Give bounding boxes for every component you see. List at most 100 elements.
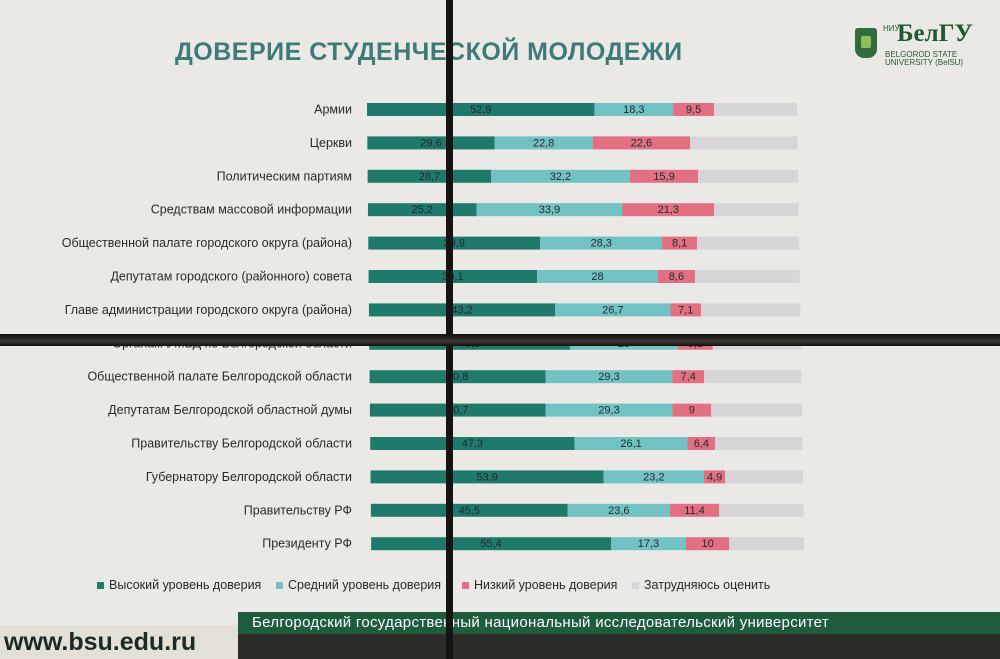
data-label: 28 (591, 271, 603, 283)
bar-segment (611, 537, 686, 551)
data-label: 17,3 (638, 538, 659, 550)
data-label: 53,9 (476, 471, 497, 483)
category-label: Губернатору Белгородской области (146, 470, 352, 484)
bar-segment (592, 136, 690, 150)
data-label: 8,6 (669, 271, 684, 283)
bar-segment (719, 503, 804, 517)
data-label: 22,8 (533, 137, 554, 149)
bar-segment (370, 437, 575, 450)
category-label: Политическим партиям (217, 169, 352, 183)
logo-name: БелГУ (897, 20, 973, 47)
bar-segment (370, 503, 568, 517)
data-label: 28,7 (419, 171, 440, 183)
bar-segment (670, 303, 702, 317)
data-label: 28,3 (590, 238, 611, 250)
bar-segment (574, 437, 688, 450)
video-wall-seam-vertical (446, 0, 453, 659)
data-label: 7,4 (681, 371, 696, 383)
data-label: 55,4 (480, 538, 501, 550)
bar-segment (594, 103, 674, 116)
legend-swatch (97, 582, 104, 589)
bar-segment (622, 203, 715, 217)
legend-swatch (632, 582, 639, 589)
footer-url: www.bsu.edu.ru (0, 625, 238, 659)
bar-segment (685, 537, 730, 551)
category-label: Средствам массовой информации (151, 203, 352, 217)
bar-segment (555, 303, 671, 317)
data-label: 29,6 (420, 137, 441, 149)
category-label: Общественной палате Белгородской области (87, 370, 352, 384)
bar-segment (540, 236, 663, 250)
bar-segment (657, 270, 695, 283)
data-label: 25,2 (412, 204, 433, 216)
bar-segment (537, 270, 658, 283)
data-label: 45,5 (459, 505, 480, 517)
legend-label: Высокий уровень доверия (109, 578, 261, 592)
bar-segment (368, 303, 556, 317)
bar-segment (629, 169, 699, 183)
university-logo: НИУ БелГУ BELGOROD STATE UNIVERSITY (Bel… (855, 20, 975, 70)
legend-label: Средний уровень доверия (288, 578, 441, 592)
bar-segment (701, 303, 801, 317)
category-label: Депутатам Белгородской областной думы (108, 403, 352, 417)
data-label: 9 (689, 405, 695, 417)
data-label: 9,5 (686, 104, 701, 116)
data-label: 18,3 (623, 104, 644, 116)
bar-segment (704, 370, 802, 384)
data-label: 7,1 (678, 304, 693, 316)
shield-emblem-icon (855, 28, 877, 58)
bar-segment (697, 236, 800, 250)
logo-nru-text: НИУ (883, 24, 900, 33)
data-label: 26,1 (620, 438, 641, 450)
data-label: 21,3 (658, 204, 679, 216)
data-label: 32,2 (550, 171, 571, 183)
category-label: Правительству Белгородской области (131, 437, 352, 451)
bar-segment (369, 403, 546, 417)
logo-subtitle-line2: UNIVERSITY (BelSU) (885, 58, 964, 67)
bar-segment (694, 270, 800, 283)
bar-segment (714, 103, 797, 116)
bar-segment (672, 370, 705, 384)
bar-segment (669, 503, 720, 517)
category-label: Главе администрации городского округа (р… (65, 303, 352, 317)
data-label: 29,3 (598, 371, 619, 383)
bar-segment (603, 470, 705, 484)
data-label: 10 (701, 538, 713, 550)
bar-segment (369, 370, 546, 384)
data-label: 29,3 (598, 405, 619, 417)
bar-segment (545, 403, 673, 417)
bar-segment (545, 370, 673, 384)
bar-segment (476, 203, 623, 217)
category-label: Армии (314, 103, 352, 117)
legend-label: Затрудняюсь оценить (644, 578, 770, 592)
bar-segment (687, 437, 716, 450)
bar-segment (370, 470, 604, 484)
logo-subtitle-line1: BELGOROD STATE (885, 50, 958, 59)
trust-bar-chart: Армии Церкви Политическим партиям Средствам… (62, 103, 805, 592)
data-label: 52,9 (470, 104, 491, 116)
video-wall-seam-horizontal (0, 334, 1000, 346)
legend-swatch (462, 582, 469, 589)
bar-segment (367, 103, 595, 116)
bar-segment (715, 437, 803, 450)
category-label: Президенту РФ (262, 537, 352, 551)
bar-segment (367, 136, 495, 150)
category-label: Общественной палате городского округа (р… (62, 236, 352, 250)
data-label: 8,1 (672, 238, 687, 250)
category-label: Депутатам городского (районного) совета (110, 270, 352, 284)
category-label: Правительству РФ (244, 503, 352, 517)
category-labels: Армии Церкви Политическим партиям Средствам… (62, 103, 352, 551)
chart-legend: Высокий уровень доверия Средний уровень д… (97, 578, 770, 592)
data-label: 6,4 (694, 438, 709, 450)
slide-title: ДОВЕРИЕ СТУДЕНЧЕСКОЙ МОЛОДЕЖИ (175, 38, 683, 66)
bar-segment (672, 403, 712, 417)
data-label: 26,7 (602, 304, 623, 316)
bar-segment (367, 169, 492, 183)
footer-university-name: Белгородский государственный национальны… (238, 612, 1000, 634)
bar-segment (567, 503, 670, 517)
bar-segment (725, 470, 804, 484)
data-label: 23,6 (608, 505, 629, 517)
data-label: 33,9 (539, 204, 560, 216)
bar-segment (662, 236, 698, 250)
